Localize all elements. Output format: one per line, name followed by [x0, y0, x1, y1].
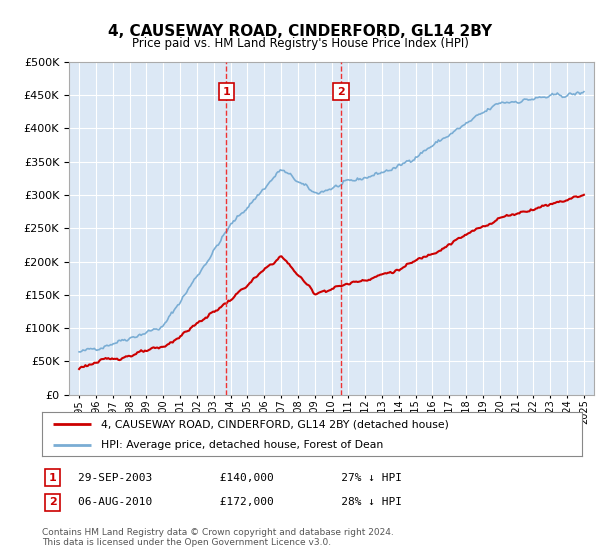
- Text: Price paid vs. HM Land Registry's House Price Index (HPI): Price paid vs. HM Land Registry's House …: [131, 37, 469, 50]
- Text: 2: 2: [49, 497, 56, 507]
- Text: 1: 1: [223, 87, 230, 96]
- Text: 06-AUG-2010          £172,000          28% ↓ HPI: 06-AUG-2010 £172,000 28% ↓ HPI: [78, 497, 402, 507]
- Text: 2: 2: [337, 87, 345, 96]
- Text: Contains HM Land Registry data © Crown copyright and database right 2024.
This d: Contains HM Land Registry data © Crown c…: [42, 528, 394, 547]
- Text: 29-SEP-2003          £140,000          27% ↓ HPI: 29-SEP-2003 £140,000 27% ↓ HPI: [78, 473, 402, 483]
- Text: 4, CAUSEWAY ROAD, CINDERFORD, GL14 2BY (detached house): 4, CAUSEWAY ROAD, CINDERFORD, GL14 2BY (…: [101, 419, 449, 429]
- Text: HPI: Average price, detached house, Forest of Dean: HPI: Average price, detached house, Fore…: [101, 440, 383, 450]
- Text: 1: 1: [49, 473, 56, 483]
- Text: 4, CAUSEWAY ROAD, CINDERFORD, GL14 2BY: 4, CAUSEWAY ROAD, CINDERFORD, GL14 2BY: [108, 24, 492, 39]
